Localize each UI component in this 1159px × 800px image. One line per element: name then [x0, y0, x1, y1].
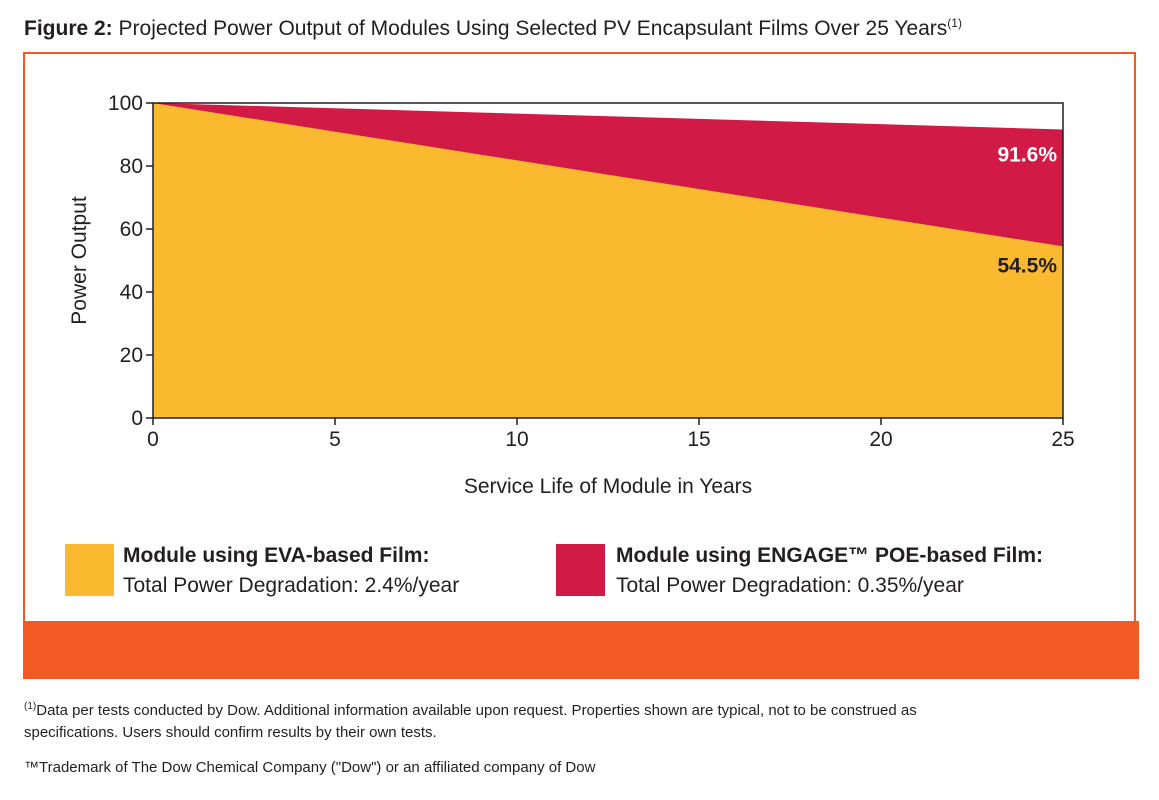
x-axis-label: Service Life of Module in Years [464, 475, 752, 498]
figure-title-footnote-ref: (1) [947, 16, 962, 30]
y-tick-label: 80 [120, 155, 143, 178]
x-tick-label: 25 [1051, 428, 1074, 451]
x-tick-label: 20 [869, 428, 892, 451]
footnote-line-2: specifications. Users should confirm res… [24, 724, 437, 741]
legend-eva-title: Module using EVA-based Film: [123, 544, 430, 567]
footnote-line-1: Data per tests conducted by Dow. Additio… [36, 702, 917, 719]
chart-frame [23, 52, 1136, 621]
y-axis-label: Power Output [68, 196, 91, 325]
area-chart: 0 20 40 60 80 100 0 5 10 15 20 25 Service Life of Mo… [68, 92, 1075, 498]
y-tick-label: 40 [120, 281, 143, 304]
footnote-marker: (1) [24, 701, 37, 712]
y-tick-label: 0 [131, 407, 143, 430]
x-tick-label: 5 [329, 428, 341, 451]
y-tick-label: 60 [120, 218, 143, 241]
x-tick-label: 15 [687, 428, 710, 451]
footnote-data: (1)Data per tests conducted by Dow. Addi… [24, 696, 917, 744]
legend-engage-subtitle: Total Power Degradation: 0.35%/year [616, 574, 964, 597]
figure-title: Figure 2: Projected Power Output of Modu… [24, 16, 962, 41]
footnote-trademark: ™Trademark of The Dow Chemical Company (… [24, 759, 596, 776]
legend-eva-subtitle: Total Power Degradation: 2.4%/year [123, 574, 460, 597]
legend-engage-title: Module using ENGAGE™ POE-based Film: [616, 544, 1044, 567]
figure-title-text: Projected Power Output of Modules Using … [118, 17, 948, 40]
y-tick-label: 100 [108, 92, 143, 115]
plot-border [152, 102, 1064, 419]
legend-swatch-engage [556, 544, 605, 596]
bottom-accent-bar [23, 621, 1139, 679]
figure-label: Figure 2: [24, 17, 113, 40]
legend-swatch-eva [65, 544, 114, 596]
y-tick-label: 20 [120, 344, 143, 367]
series-area-eva [153, 103, 1063, 418]
data-label-engage: 91.6% [997, 143, 1057, 166]
x-tick-label: 0 [147, 428, 159, 451]
x-tick-label: 10 [505, 428, 528, 451]
data-label-eva: 54.5% [997, 254, 1057, 277]
